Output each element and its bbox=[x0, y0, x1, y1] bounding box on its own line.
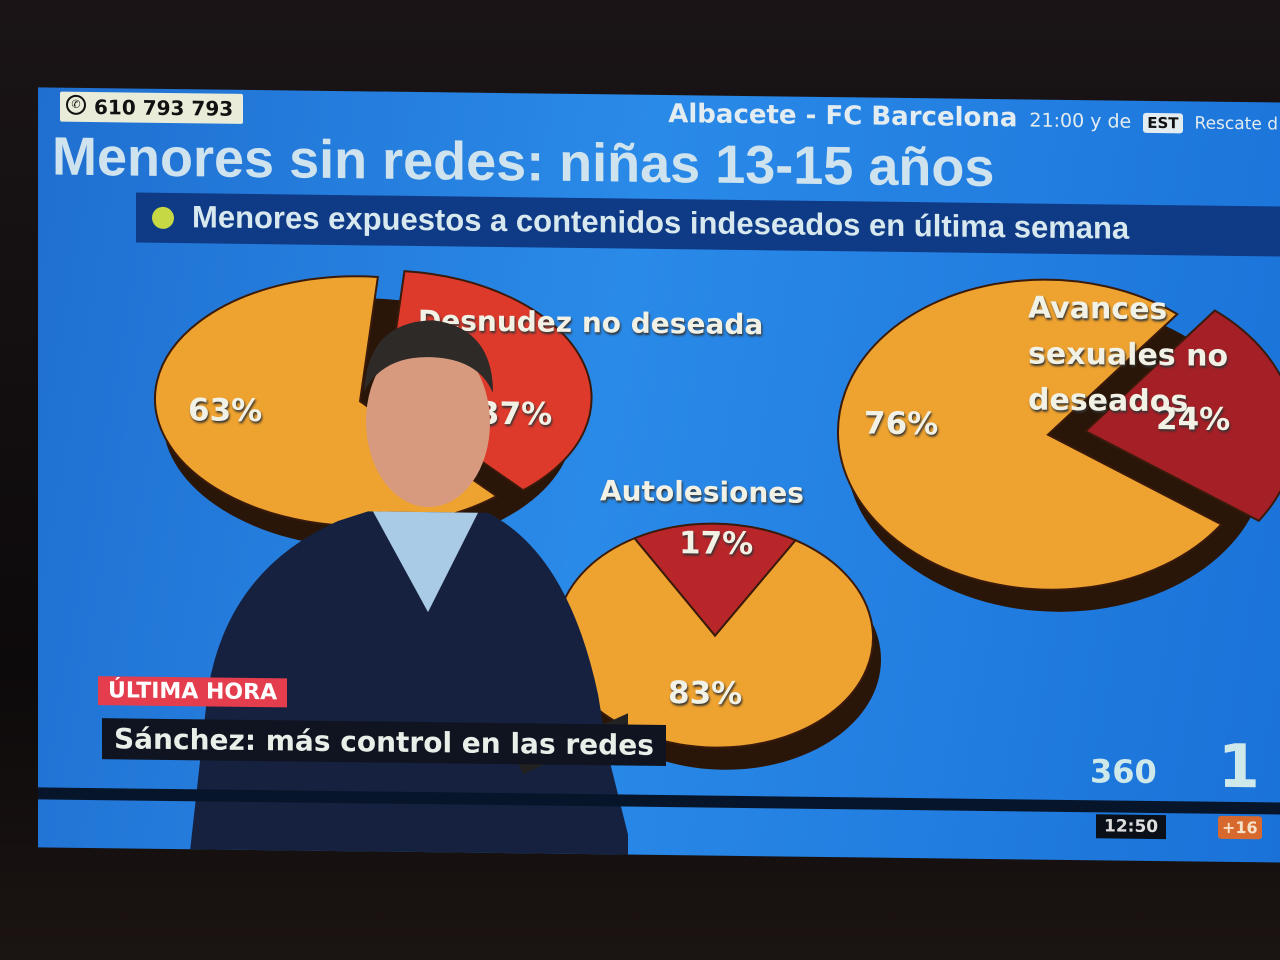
pie2-slice-label: Autolesiones bbox=[600, 474, 804, 510]
pie2-slice-highlight bbox=[632, 522, 798, 638]
pie3-slice-label: Avances sexuales no deseados bbox=[1028, 290, 1229, 420]
tv-screen: ✆ 610 793 793 Albacete - FC Barcelona 21:… bbox=[38, 87, 1280, 863]
clock: 12:50 bbox=[1096, 814, 1167, 840]
pie-charts bbox=[154, 270, 1280, 770]
pie2-value-main: 83% bbox=[668, 675, 743, 712]
program-logo: 360 bbox=[1090, 752, 1157, 792]
age-rating-badge: +16 bbox=[1218, 815, 1262, 840]
channel-logo: 1 bbox=[1218, 731, 1260, 803]
pie3-value-main: 76% bbox=[864, 405, 939, 443]
breaking-news-tag: ÚLTIMA HORA bbox=[98, 676, 288, 708]
pie3-slice-main bbox=[837, 278, 1223, 591]
presenter bbox=[188, 320, 628, 863]
pie2-value-slice: 17% bbox=[679, 525, 754, 563]
breaking-headline: Sánchez: más control en las redes bbox=[102, 718, 666, 767]
pie3-value-slice: 24% bbox=[1156, 401, 1231, 438]
pie3-slice-highlight bbox=[1083, 309, 1280, 523]
